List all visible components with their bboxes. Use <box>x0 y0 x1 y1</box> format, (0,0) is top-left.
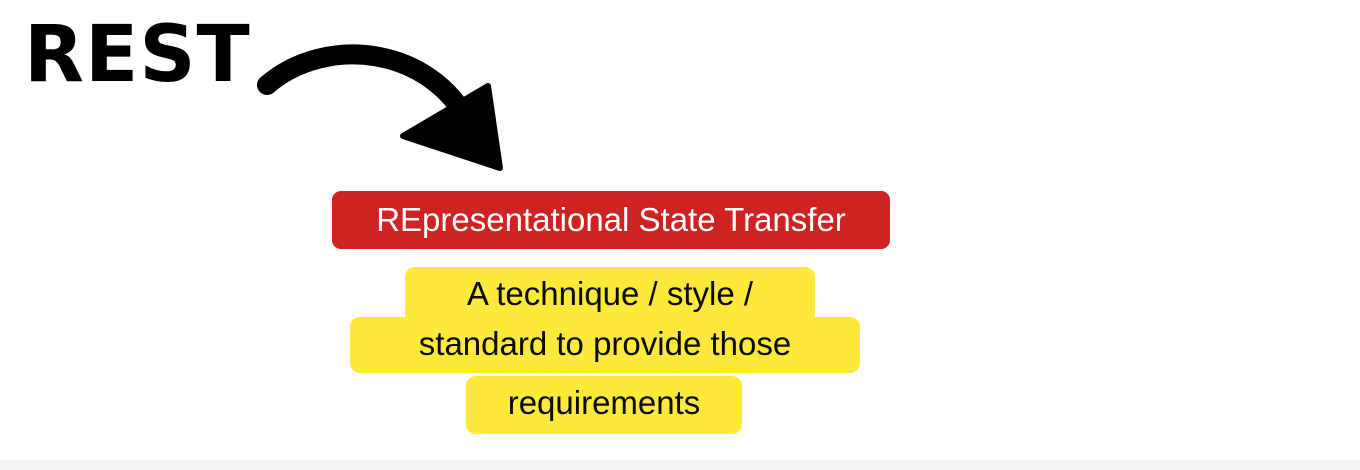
slide-heading: REST <box>24 10 251 100</box>
acronym-expansion-badge: REpresentational State Transfer <box>332 191 890 249</box>
definition-line: A technique / style / <box>405 267 815 323</box>
definition-line: requirements <box>466 376 742 434</box>
bottom-strip <box>0 460 1360 470</box>
definition-line: standard to provide those <box>350 317 860 373</box>
curved-arrow-icon <box>257 44 503 171</box>
